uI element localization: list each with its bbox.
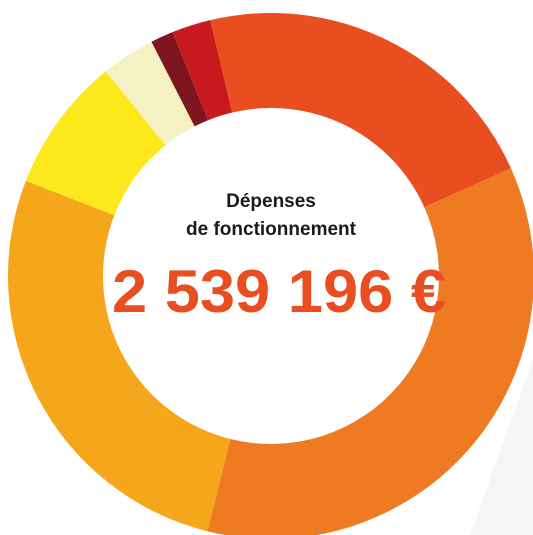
donut-slice <box>105 41 195 146</box>
donut-slice <box>172 20 233 121</box>
title-line: de fonctionnement <box>186 219 357 240</box>
donut-slice <box>151 32 209 127</box>
donut-slice <box>210 12 511 208</box>
title-line: Dépenses <box>226 191 316 212</box>
donut <box>7 12 533 535</box>
donut-slice <box>207 168 533 535</box>
total-amount: 2 539 196 € <box>112 258 446 325</box>
shadow <box>470 360 533 535</box>
donut-slice <box>25 71 166 216</box>
donut-slice <box>7 180 231 532</box>
